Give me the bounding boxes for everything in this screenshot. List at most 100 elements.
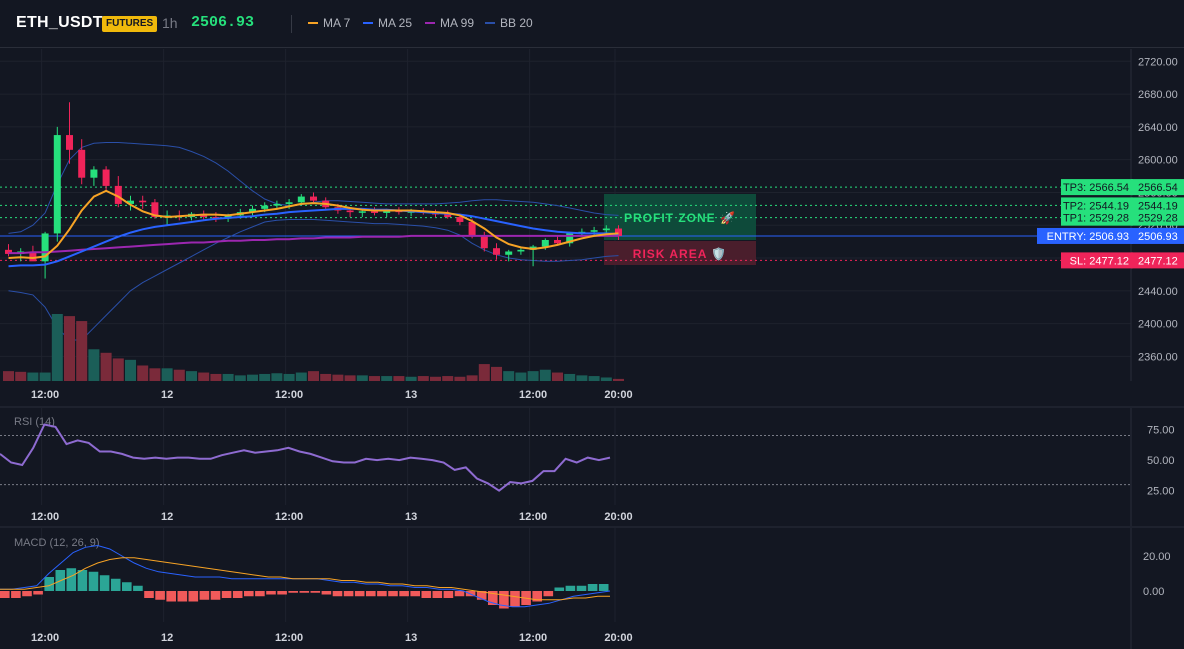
macd-histogram-bar [255, 591, 265, 597]
volume-bar [588, 376, 600, 381]
legend-swatch-ma25 [363, 22, 373, 24]
level-value-box [1131, 179, 1184, 196]
candle-body [127, 200, 134, 204]
macd-histogram-bar [11, 591, 21, 598]
candle-body [297, 196, 305, 203]
time-tick: 12:00 [31, 511, 59, 523]
time-tick: 13 [405, 389, 417, 401]
legend-swatch-bb20 [485, 22, 495, 24]
macd-histogram-bar [499, 591, 509, 609]
level-value-box [1131, 209, 1184, 226]
level-label: ENTRY: 2506.93 [1047, 231, 1129, 243]
header-divider [291, 15, 292, 33]
candle-body [151, 202, 159, 218]
level-label: TP3: 2566.54 [1063, 182, 1129, 194]
macd-histogram-bar [22, 591, 32, 597]
macd-histogram-bar [110, 578, 121, 591]
volume-bar [564, 373, 576, 381]
volume-bar [271, 373, 283, 381]
candle-body [41, 233, 49, 262]
volume-bar [295, 372, 307, 381]
chart-header: ETH_USDT FUTURES 1h 2506.93 MA 7 MA 25 M… [0, 0, 1184, 48]
legend-swatch-ma99 [425, 22, 435, 24]
volume-bar [149, 368, 161, 381]
time-tick: 12:00 [519, 389, 547, 401]
macd-histogram-bar [321, 591, 332, 595]
risk-zone-box [604, 241, 756, 265]
level-value: 2544.19 [1138, 200, 1178, 212]
volume-bar [222, 373, 234, 381]
candle-body [480, 235, 488, 249]
volume-bar [344, 375, 356, 381]
volume-bar [478, 364, 490, 381]
macd-histogram-bar [510, 591, 520, 607]
price-tick: 2360.00 [1138, 351, 1178, 363]
candle-body [456, 217, 464, 222]
macd-histogram-bar [410, 591, 420, 597]
price-tick: 2640.00 [1138, 122, 1178, 134]
volume-bar [320, 373, 332, 381]
candle-body [602, 228, 610, 231]
candle-body [5, 249, 12, 254]
candle-body [371, 211, 378, 213]
macd-histogram-bar [532, 591, 542, 602]
macd-histogram-bar [210, 591, 221, 600]
symbol-label[interactable]: ETH_USDT [16, 14, 103, 31]
macd-histogram-bar [399, 591, 409, 597]
level-label-box [1061, 197, 1133, 214]
legend-ma7[interactable]: MA 7 [308, 16, 350, 30]
rsi-tick: 75.00 [1147, 424, 1175, 436]
volume-bar [466, 375, 478, 381]
volume-bar [15, 371, 27, 381]
volume-bar [405, 376, 417, 381]
macd-histogram-bar [310, 591, 321, 593]
macd-histogram-bar [199, 591, 210, 600]
trade-levels [0, 186, 1131, 261]
legend-label-ma99: MA 99 [440, 16, 475, 30]
time-tick: 12:00 [275, 511, 303, 523]
time-tick: 12 [161, 389, 173, 401]
level-label-box [1061, 252, 1133, 269]
macd-histogram-bar [576, 585, 587, 591]
volume-bar [381, 376, 393, 381]
macd-histogram-bar [421, 591, 432, 598]
legend-ma25[interactable]: MA 25 [363, 16, 412, 30]
time-tick: 12:00 [519, 511, 547, 523]
macd-histogram-bar [476, 591, 487, 600]
candle-body [358, 211, 366, 213]
legend-bb20[interactable]: BB 20 [485, 16, 533, 30]
legend-ma99[interactable]: MA 99 [425, 16, 474, 30]
volume-bar [613, 378, 624, 381]
macd-histogram-bar [133, 585, 143, 591]
volume-bar [173, 369, 185, 381]
candle-body [78, 149, 86, 178]
rsi-line [0, 423, 611, 492]
level-label: SL: 2477.12 [1070, 255, 1129, 267]
candle-body [139, 200, 147, 203]
timeframe-label[interactable]: 1h [162, 15, 178, 31]
macd-histogram-bar [443, 591, 454, 598]
macd-tick: 20.00 [1143, 551, 1171, 563]
candle-body [29, 251, 37, 262]
time-tick: 12 [161, 632, 173, 644]
volume-bar [161, 368, 173, 381]
bollinger-bands [8, 142, 619, 341]
candle-body [566, 233, 574, 244]
volume-bars [3, 314, 624, 381]
macd-histogram-bar [66, 568, 77, 591]
macd-histogram-bar [177, 591, 188, 602]
volume-bar [64, 316, 75, 381]
time-tick: 20:00 [604, 511, 632, 523]
volume-bar [88, 349, 100, 381]
macd-histogram-bar [288, 591, 298, 593]
volume-bar [125, 359, 136, 381]
volume-bar [234, 375, 246, 381]
price-tick: 2680.00 [1138, 89, 1178, 101]
macd-title: MACD (12, 26, 9) [14, 537, 100, 549]
volume-bar [393, 376, 405, 381]
level-label-box [1061, 209, 1133, 226]
level-label: TP2: 2544.19 [1063, 200, 1129, 212]
ma7-line [8, 189, 619, 260]
ma25-line [8, 207, 619, 268]
